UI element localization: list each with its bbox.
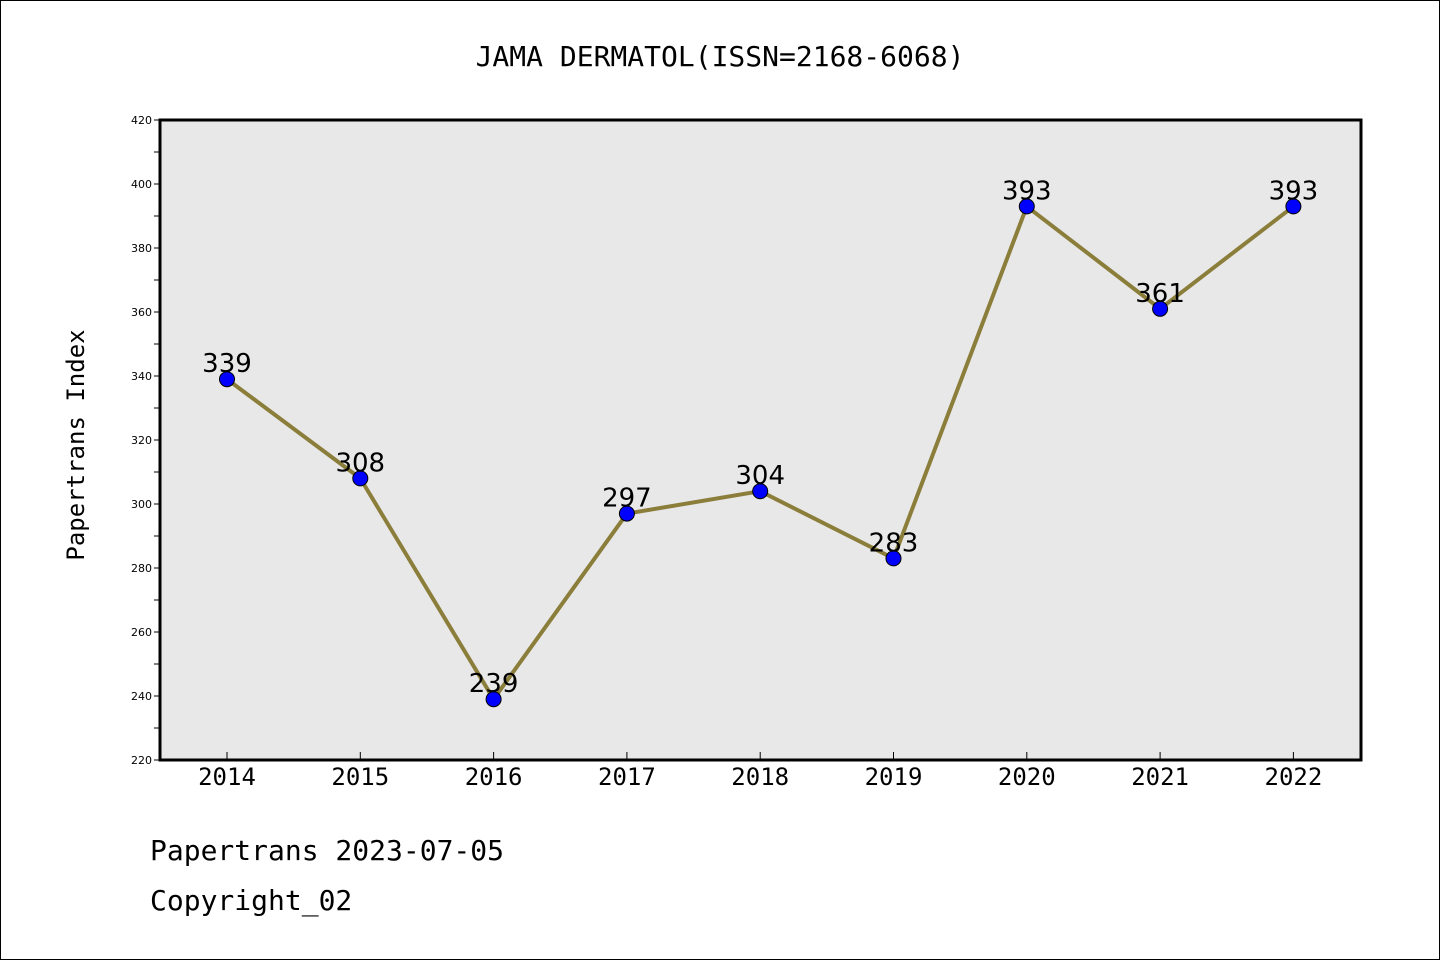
y-tick-label: 300 bbox=[131, 498, 152, 511]
data-point-marker bbox=[1152, 300, 1169, 317]
data-point-marker bbox=[352, 470, 369, 487]
data-point-label: 304 bbox=[735, 461, 785, 491]
data-point-label: 339 bbox=[202, 349, 252, 379]
x-tick-label: 2020 bbox=[998, 763, 1056, 791]
y-axis: 220 240 260 280 300 320 340 360 380 400 420 bbox=[131, 114, 160, 767]
x-tick-label: 2022 bbox=[1265, 763, 1323, 791]
plot-area bbox=[158, 118, 1363, 762]
data-point-label: 361 bbox=[1135, 279, 1185, 309]
footer-copyright: Copyright_02 bbox=[150, 884, 353, 917]
y-tick-label: 260 bbox=[131, 626, 152, 639]
data-point-label: 297 bbox=[602, 484, 652, 514]
data-point-marker bbox=[1018, 198, 1035, 215]
x-tick-label: 2021 bbox=[1131, 763, 1189, 791]
x-axis: 2014 2015 2016 2017 2018 2019 2020 2021 2022 bbox=[198, 752, 1322, 791]
footer-source: Papertrans 2023-07-05 bbox=[150, 834, 505, 867]
x-tick-label: 2017 bbox=[598, 763, 656, 791]
y-tick-label: 220 bbox=[131, 754, 152, 767]
y-tick-label: 380 bbox=[131, 242, 152, 255]
y-tick-label: 360 bbox=[131, 306, 152, 319]
data-point-marker bbox=[618, 505, 635, 522]
data-point-label: 308 bbox=[335, 448, 385, 478]
data-point-marker bbox=[885, 550, 902, 567]
data-labels: 339 308 239 297 304 283 393 361 393 bbox=[202, 176, 1318, 699]
data-point-marker bbox=[1285, 198, 1302, 215]
data-point-marker bbox=[485, 691, 502, 708]
data-point-label: 393 bbox=[1269, 176, 1319, 206]
data-point-label: 283 bbox=[869, 528, 919, 558]
data-point-label: 393 bbox=[1002, 176, 1052, 206]
y-tick-label: 400 bbox=[131, 178, 152, 191]
y-axis-label: Papertrans Index bbox=[62, 329, 90, 560]
x-tick-label: 2018 bbox=[731, 763, 789, 791]
y-tick-label: 240 bbox=[131, 690, 152, 703]
y-tick-label: 340 bbox=[131, 370, 152, 383]
data-point-marker bbox=[752, 483, 769, 500]
y-tick-label: 280 bbox=[131, 562, 152, 575]
x-tick-label: 2016 bbox=[465, 763, 523, 791]
data-point-marker bbox=[219, 371, 235, 388]
data-point-label: 239 bbox=[469, 669, 519, 699]
y-tick-label: 420 bbox=[131, 114, 152, 127]
x-tick-label: 2014 bbox=[198, 763, 256, 791]
x-tick-label: 2015 bbox=[331, 763, 389, 791]
x-tick-label: 2019 bbox=[865, 763, 923, 791]
chart-title: JAMA DERMATOL(ISSN=2168-6068) bbox=[476, 40, 965, 73]
y-tick-label: 320 bbox=[131, 434, 152, 447]
data-points bbox=[219, 198, 1302, 708]
